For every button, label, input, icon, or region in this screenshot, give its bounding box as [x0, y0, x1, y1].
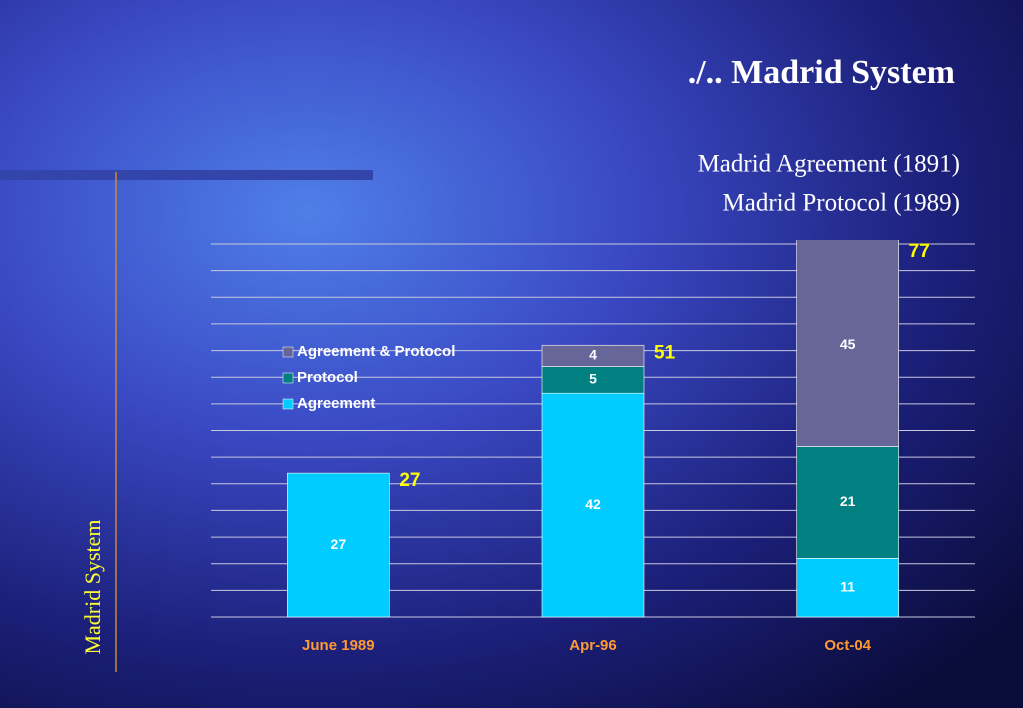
value-label: 21 — [840, 493, 856, 509]
subtitle: Madrid Agreement (1891) — [698, 151, 960, 178]
subtitle: Madrid Protocol (1989) — [723, 190, 960, 217]
legend-swatch — [282, 398, 294, 410]
total-label: 51 — [654, 342, 676, 363]
value-label: 45 — [840, 336, 856, 352]
x-tick-label: June 1989 — [302, 637, 375, 654]
legend-label: Agreement & Protocol — [297, 343, 455, 360]
value-label: 4 — [589, 347, 597, 363]
plot — [287, 240, 899, 618]
x-tick-label: Oct-04 — [824, 637, 871, 654]
legend-swatch — [282, 372, 294, 384]
legend-label: Protocol — [297, 369, 358, 386]
x-tick-label: Apr-96 — [569, 637, 617, 654]
decor-bar — [0, 170, 373, 180]
total-label: 77 — [909, 241, 930, 262]
value-label: 27 — [331, 536, 347, 552]
legend-swatch — [282, 346, 294, 358]
value-label: 42 — [585, 496, 601, 512]
bar-segment — [796, 446, 899, 559]
bar-segment — [541, 344, 645, 367]
bar-segment — [541, 366, 645, 394]
value-label: 5 — [589, 371, 597, 387]
bar-segment — [541, 392, 645, 618]
value-label: 11 — [840, 578, 855, 594]
title: ./.. Madrid System — [688, 54, 955, 91]
bar-segment — [287, 472, 390, 618]
bar-segment — [796, 240, 899, 447]
legend-label: Agreement — [297, 395, 375, 412]
total-label: 27 — [399, 470, 420, 491]
side-label: Madrid System — [80, 519, 105, 654]
